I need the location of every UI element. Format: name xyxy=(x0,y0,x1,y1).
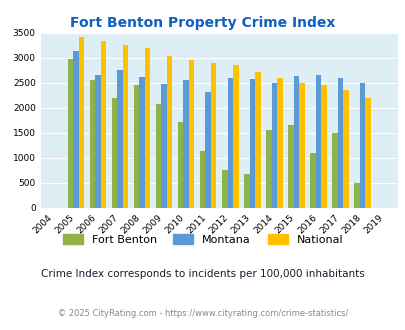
Bar xyxy=(111,98,117,208)
Bar xyxy=(166,56,172,208)
Bar xyxy=(90,81,95,208)
Bar xyxy=(188,60,194,208)
Bar xyxy=(145,48,150,208)
Bar xyxy=(139,78,145,208)
Bar xyxy=(249,79,254,208)
Bar xyxy=(265,130,271,208)
Bar xyxy=(211,63,216,208)
Bar xyxy=(205,92,211,208)
Bar xyxy=(309,153,315,208)
Bar xyxy=(79,37,84,208)
Text: Fort Benton Property Crime Index: Fort Benton Property Crime Index xyxy=(70,16,335,30)
Bar xyxy=(271,83,277,208)
Bar xyxy=(122,45,128,208)
Bar xyxy=(298,83,304,208)
Bar xyxy=(95,75,100,208)
Bar xyxy=(183,81,188,208)
Bar xyxy=(227,79,232,208)
Bar xyxy=(359,83,364,208)
Bar xyxy=(199,151,205,208)
Bar xyxy=(100,42,106,208)
Bar xyxy=(177,122,183,208)
Bar xyxy=(277,79,282,208)
Legend: Fort Benton, Montana, National: Fort Benton, Montana, National xyxy=(58,230,347,249)
Bar xyxy=(320,85,326,208)
Bar xyxy=(343,90,348,208)
Bar xyxy=(254,72,260,208)
Bar xyxy=(364,98,370,208)
Bar xyxy=(315,75,320,208)
Bar xyxy=(68,59,73,208)
Bar xyxy=(288,125,293,208)
Bar xyxy=(337,79,343,208)
Text: Crime Index corresponds to incidents per 100,000 inhabitants: Crime Index corresponds to incidents per… xyxy=(41,269,364,279)
Bar xyxy=(331,133,337,208)
Bar xyxy=(134,85,139,208)
Bar xyxy=(293,76,298,208)
Bar xyxy=(156,105,161,208)
Bar xyxy=(222,170,227,208)
Bar xyxy=(354,183,359,208)
Bar xyxy=(73,51,79,208)
Bar xyxy=(161,84,166,208)
Bar xyxy=(243,175,249,208)
Text: © 2025 CityRating.com - https://www.cityrating.com/crime-statistics/: © 2025 CityRating.com - https://www.city… xyxy=(58,309,347,318)
Bar xyxy=(117,70,122,208)
Bar xyxy=(232,65,238,208)
